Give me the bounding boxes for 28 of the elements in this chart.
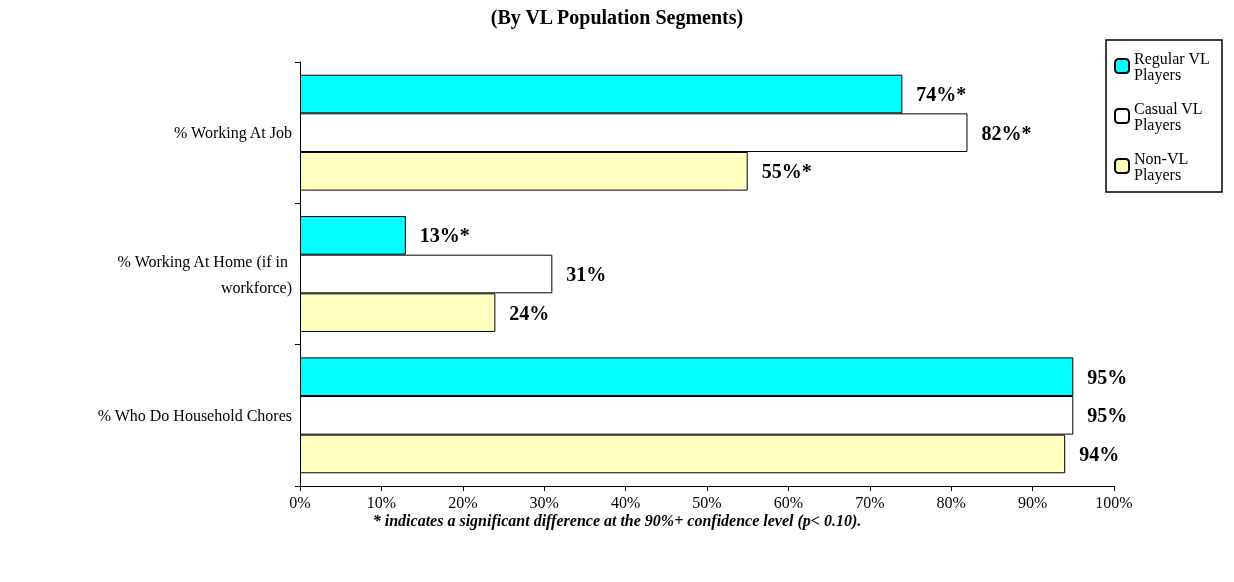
data-label: 82%* <box>981 121 1032 144</box>
y-tick-label: % Who Do Household Chores <box>97 406 292 424</box>
data-label: 94% <box>1079 442 1120 465</box>
x-tick-label: 60% <box>773 493 804 511</box>
data-label: 31% <box>566 263 607 285</box>
data-label: 74%* <box>916 83 967 106</box>
x-tick-label: 20% <box>448 493 478 511</box>
legend-label: Regular VL Players <box>1134 49 1214 84</box>
x-tick-label: 70% <box>855 493 885 511</box>
x-tick-label: 40% <box>610 493 641 511</box>
data-label: 95% <box>1087 404 1128 427</box>
y-tick-label: % Working At Home (if in workforce) <box>117 252 292 297</box>
data-label: 13%* <box>419 224 470 247</box>
legend-label: Non-VL Players <box>1134 149 1192 184</box>
y-tick-label: % Working At Job <box>174 124 292 143</box>
legend-label: Casual VL Players <box>1134 99 1207 134</box>
x-tick-label: 10% <box>366 493 397 511</box>
x-tick-label: 80% <box>936 493 966 511</box>
data-label: 55%* <box>761 160 812 183</box>
x-tick-label: 50% <box>692 493 722 511</box>
data-label: 24% <box>509 301 550 324</box>
chart-title: (By VL Population Segments) <box>490 6 744 29</box>
text: * indicates a significant difference at the 90%+ confidence level (p< 0.10). <box>372 511 862 530</box>
x-tick-label: 90% <box>1017 493 1048 511</box>
x-tick-label: 100% <box>1095 493 1133 511</box>
x-tick-label: 0% <box>289 493 311 511</box>
data-label: 95% <box>1087 365 1128 388</box>
x-tick-label: 30% <box>529 493 559 511</box>
